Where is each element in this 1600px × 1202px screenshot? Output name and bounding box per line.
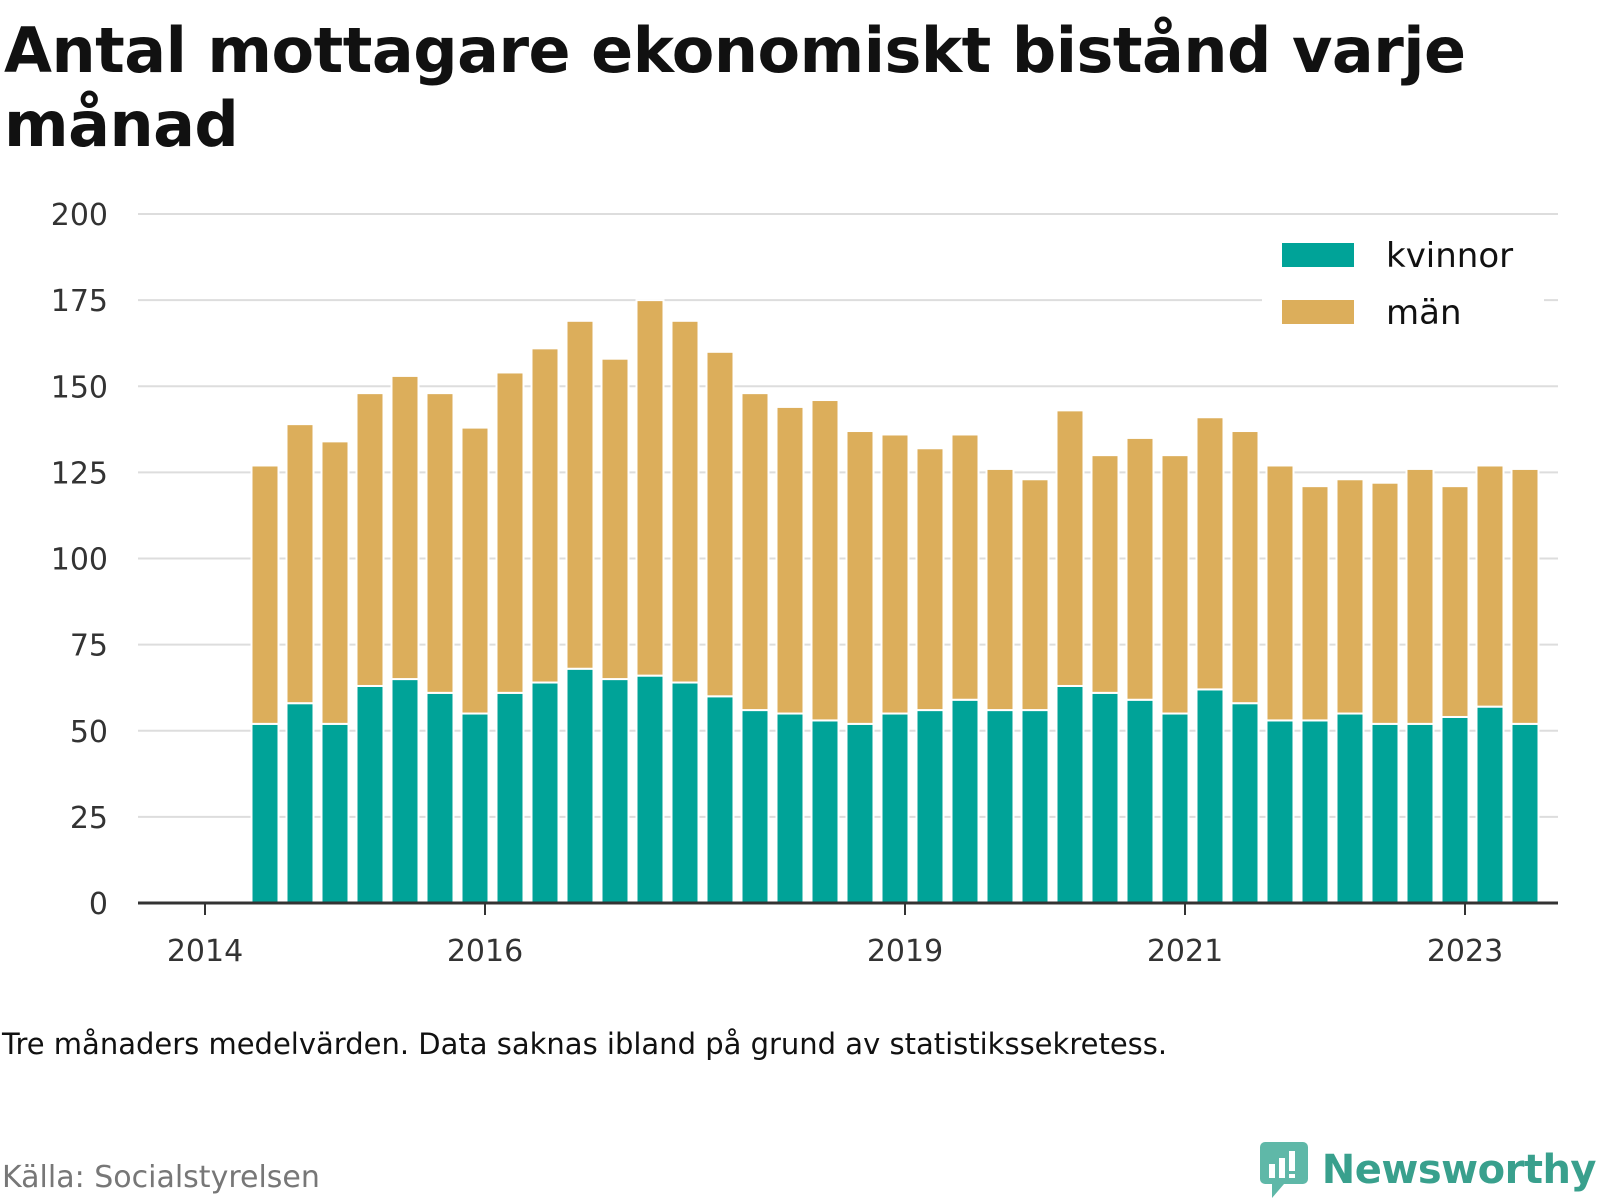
legend-label-man: män (1386, 293, 1462, 333)
bar-man (1090, 454, 1120, 694)
bar-man (740, 392, 770, 712)
bar-kvinnor (705, 695, 735, 904)
bar-kvinnor (320, 722, 350, 904)
bar-kvinnor (425, 691, 455, 905)
bar-man (1160, 454, 1190, 715)
bar-man (1475, 464, 1505, 708)
bar-kvinnor (1265, 719, 1295, 904)
bar-man (565, 319, 595, 670)
bar-kvinnor (1160, 712, 1190, 905)
bar-kvinnor (1125, 698, 1155, 904)
bar-kvinnor (845, 722, 875, 904)
bar-kvinnor (635, 674, 665, 904)
bar-kvinnor (1335, 712, 1365, 905)
bar-man (1405, 467, 1435, 725)
x-tick-label: 2023 (1427, 934, 1503, 969)
x-tick-label: 2014 (167, 934, 243, 969)
legend-swatch-man (1282, 300, 1354, 324)
y-tick-label: 50 (70, 715, 108, 750)
bar-kvinnor (1055, 684, 1085, 904)
bar-man (845, 430, 875, 725)
bar-kvinnor (530, 681, 560, 904)
y-tick-label: 175 (51, 284, 108, 319)
bar-kvinnor (1090, 691, 1120, 905)
bar-kvinnor (600, 678, 630, 905)
bar-kvinnor (1475, 705, 1505, 905)
bar-kvinnor (985, 709, 1015, 905)
bar-man (1020, 478, 1050, 712)
bar-man (355, 392, 385, 687)
bar-kvinnor (1405, 722, 1435, 904)
bar-man (425, 392, 455, 694)
brand-name: Newsworthy (1321, 1147, 1597, 1193)
y-tick-label: 25 (70, 801, 108, 836)
bar-kvinnor (810, 719, 840, 904)
legend-swatch-kvinnor (1282, 243, 1354, 267)
bar-kvinnor (1195, 688, 1225, 904)
x-tick-label: 2016 (447, 934, 523, 969)
y-tick-label: 200 (51, 198, 108, 233)
stacked-bar-chart: 0 25 50 75 100 125 150 175 200 2014 2016 2019 2021 20… (51, 198, 1558, 969)
y-tick-label: 0 (89, 887, 108, 922)
bar-man (530, 347, 560, 684)
y-tick-label: 150 (51, 370, 108, 405)
bar-kvinnor (495, 691, 525, 905)
chart-title: Antal mottagare ekonomiskt bistånd varje… (4, 14, 1466, 161)
bar-man (810, 399, 840, 722)
bar-kvinnor (1440, 715, 1470, 904)
bar-man (320, 440, 350, 725)
y-tick-label: 75 (70, 629, 108, 664)
bar-man (1195, 416, 1225, 691)
bar-kvinnor (1230, 702, 1260, 904)
bar-man (775, 405, 805, 715)
legend-label-kvinnor: kvinnor (1386, 236, 1513, 276)
bar-man (285, 423, 315, 705)
bar-man (1265, 464, 1295, 722)
bar-kvinnor (880, 712, 910, 905)
y-tick-label: 100 (51, 543, 108, 578)
newsworthy-brand: Newsworthy (1258, 1138, 1597, 1202)
bar-kvinnor (740, 709, 770, 905)
bar-kvinnor (285, 702, 315, 904)
bar-kvinnor (250, 722, 280, 904)
bar-man (495, 371, 525, 694)
bar-kvinnor (775, 712, 805, 905)
bar-kvinnor (1370, 722, 1400, 904)
bar-man (985, 467, 1015, 712)
bar-man (1125, 436, 1155, 701)
bar-kvinnor (1020, 709, 1050, 905)
y-tick-label: 125 (51, 456, 108, 491)
newsworthy-chart-logo-icon (1259, 1142, 1308, 1198)
bar-man (950, 433, 980, 701)
bar-man (880, 433, 910, 715)
bar-man (1230, 430, 1260, 705)
bar-man (705, 350, 735, 698)
bar-man (600, 357, 630, 681)
bar-kvinnor (390, 678, 420, 905)
bar-man (1335, 478, 1365, 715)
bar-man (1440, 485, 1470, 718)
bar-man (460, 426, 490, 715)
chart-note: Tre månaders medelvärden. Data saknas ib… (2, 1027, 1168, 1061)
bar-man (635, 299, 665, 677)
x-tick-label: 2021 (1147, 934, 1223, 969)
bar-kvinnor (1510, 722, 1540, 904)
bar-kvinnor (460, 712, 490, 905)
source-credit: Källa: Socialstyrelsen (2, 1160, 320, 1195)
bar-man (390, 374, 420, 681)
bar-man (250, 464, 280, 725)
bar-man (1510, 467, 1540, 725)
bar-man (670, 319, 700, 684)
bar-kvinnor (950, 698, 980, 904)
bar-man (915, 447, 945, 712)
x-tick-label: 2019 (867, 934, 943, 969)
bar-kvinnor (915, 709, 945, 905)
bar-man (1300, 485, 1330, 722)
bar-man (1370, 481, 1400, 725)
bar-man (1055, 409, 1085, 687)
bar-kvinnor (355, 684, 385, 904)
bar-kvinnor (1300, 719, 1330, 904)
bar-kvinnor (670, 681, 700, 904)
bar-kvinnor (565, 667, 595, 904)
